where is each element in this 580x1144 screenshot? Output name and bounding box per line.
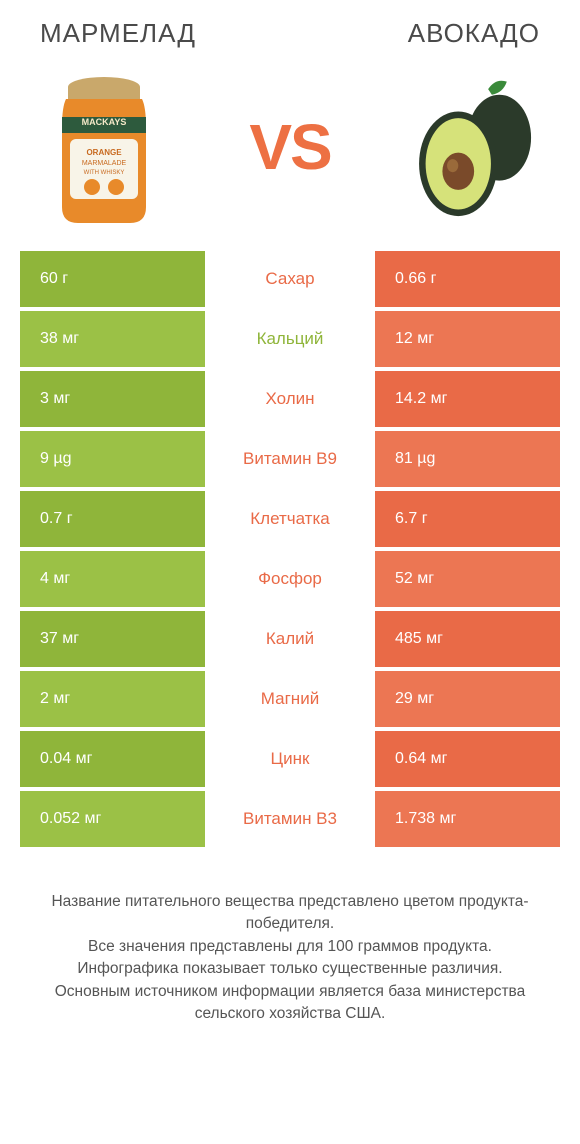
nutrient-name: Витамин B9 (205, 431, 375, 487)
nutrient-table: 60 гСахар0.66 г38 мгКальций12 мг3 мгХоли… (0, 251, 580, 847)
value-right: 52 мг (375, 551, 560, 607)
nutrient-row: 2 мгМагний29 мг (20, 671, 560, 727)
nutrient-row: 60 гСахар0.66 г (20, 251, 560, 307)
value-left: 60 г (20, 251, 205, 307)
nutrient-row: 4 мгФосфор52 мг (20, 551, 560, 607)
nutrient-row: 3 мгХолин14.2 мг (20, 371, 560, 427)
value-left: 0.052 мг (20, 791, 205, 847)
value-right: 14.2 мг (375, 371, 560, 427)
value-left: 0.7 г (20, 491, 205, 547)
value-right: 0.66 г (375, 251, 560, 307)
footer-line: Название питательного вещества представл… (26, 891, 554, 936)
svg-text:ORANGE: ORANGE (86, 148, 122, 157)
nutrient-row: 38 мгКальций12 мг (20, 311, 560, 367)
nutrient-name: Цинк (205, 731, 375, 787)
value-left: 37 мг (20, 611, 205, 667)
value-left: 4 мг (20, 551, 205, 607)
footer-line: Основным источником информации является … (26, 981, 554, 1026)
nutrient-row: 0.7 гКлетчатка6.7 г (20, 491, 560, 547)
value-left: 0.04 мг (20, 731, 205, 787)
nutrient-name: Калий (205, 611, 375, 667)
value-right: 81 µg (375, 431, 560, 487)
title-left: МАРМЕЛАД (40, 18, 196, 49)
value-left: 3 мг (20, 371, 205, 427)
title-right: АВОКАДО (408, 18, 540, 49)
value-left: 9 µg (20, 431, 205, 487)
vs-label: VS (249, 110, 330, 184)
value-right: 485 мг (375, 611, 560, 667)
nutrient-name: Кальций (205, 311, 375, 367)
nutrient-name: Фосфор (205, 551, 375, 607)
nutrient-row: 37 мгКалий485 мг (20, 611, 560, 667)
footer-line: Инфографика показывает только существенн… (26, 958, 554, 980)
nutrient-name: Витамин B3 (205, 791, 375, 847)
nutrient-row: 0.04 мгЦинк0.64 мг (20, 731, 560, 787)
svg-text:MACKAYS: MACKAYS (82, 117, 127, 127)
value-left: 38 мг (20, 311, 205, 367)
images-row: MACKAYS ORANGE MARMALADE WITH WHISKY VS (0, 57, 580, 251)
nutrient-name: Холин (205, 371, 375, 427)
svg-text:WITH WHISKY: WITH WHISKY (84, 170, 125, 176)
value-right: 29 мг (375, 671, 560, 727)
value-left: 2 мг (20, 671, 205, 727)
value-right: 12 мг (375, 311, 560, 367)
comparison-infographic: МАРМЕЛАД АВОКАДО MACKAYS ORANGE MARMALAD… (0, 0, 580, 1144)
nutrient-name: Магний (205, 671, 375, 727)
nutrient-name: Сахар (205, 251, 375, 307)
nutrient-row: 9 µgВитамин B981 µg (20, 431, 560, 487)
header: МАРМЕЛАД АВОКАДО (0, 0, 580, 57)
footer-notes: Название питательного вещества представл… (0, 847, 580, 1036)
svg-text:MARMALADE: MARMALADE (82, 160, 127, 167)
nutrient-name: Клетчатка (205, 491, 375, 547)
avocado-image (406, 67, 546, 227)
value-right: 6.7 г (375, 491, 560, 547)
nutrient-row: 0.052 мгВитамин B31.738 мг (20, 791, 560, 847)
footer-line: Все значения представлены для 100 граммо… (26, 936, 554, 958)
marmalade-jar-image: MACKAYS ORANGE MARMALADE WITH WHISKY (34, 67, 174, 227)
value-right: 0.64 мг (375, 731, 560, 787)
value-right: 1.738 мг (375, 791, 560, 847)
